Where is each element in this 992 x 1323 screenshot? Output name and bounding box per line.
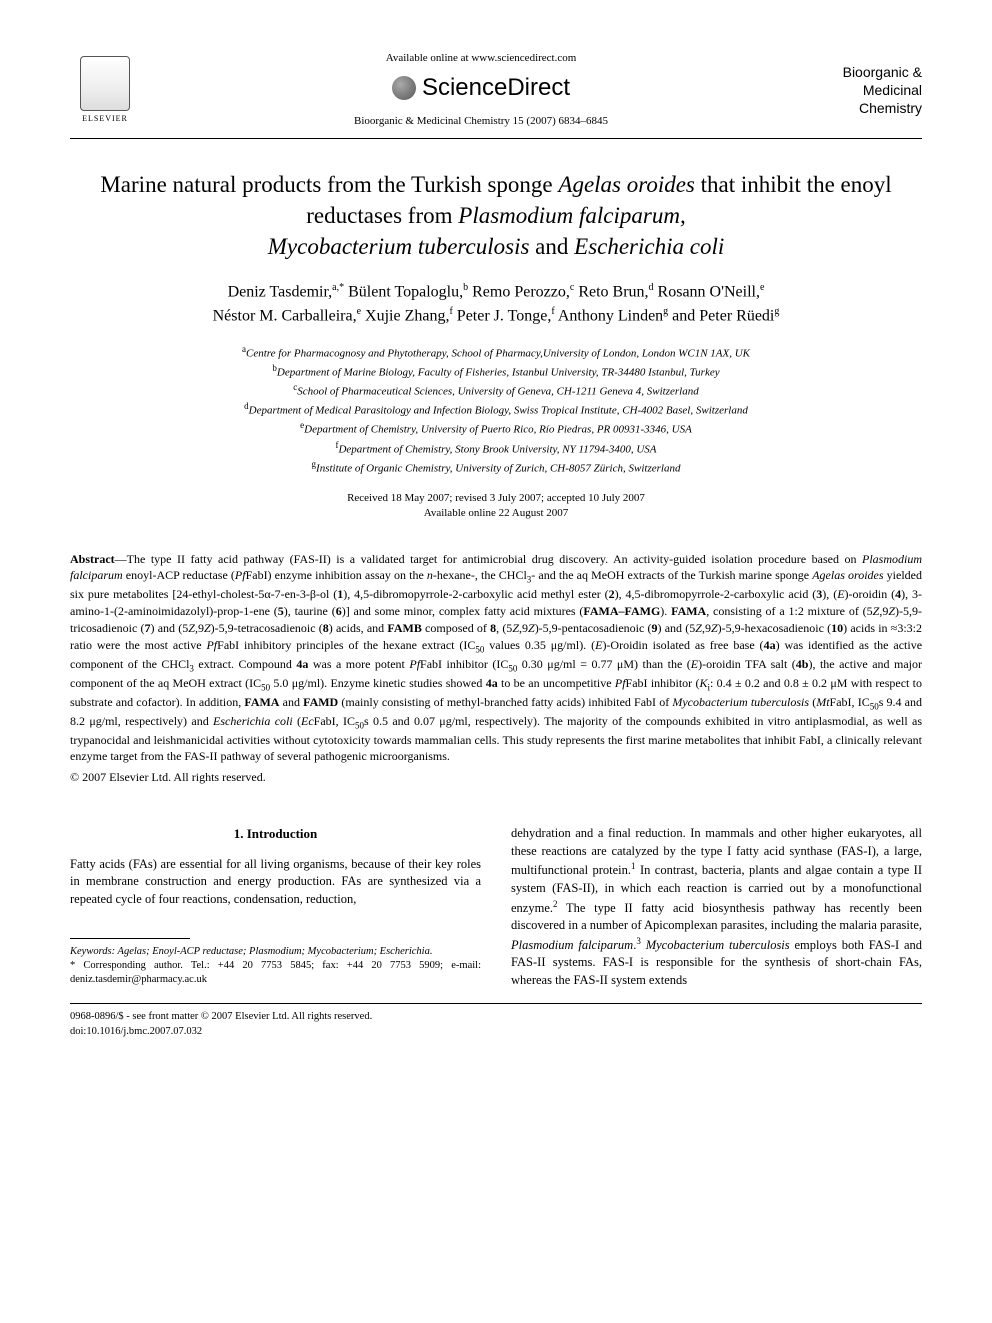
author-1: Deniz Tasdemir, [228, 283, 333, 300]
author-2: Bülent Topaloglu, [348, 283, 463, 300]
journal-name: Bioorganic & Medicinal Chemistry [822, 63, 922, 118]
author-3: Remo Perozzo, [472, 283, 570, 300]
author-8: Peter J. Tonge, [457, 308, 552, 325]
title-part1: Marine natural products from the Turkish… [100, 172, 558, 197]
author-5-aff: e [760, 282, 764, 293]
intro-para-right: dehydration and a final reduction. In ma… [511, 825, 922, 989]
footnote-divider [70, 938, 190, 939]
received-date: Received 18 May 2007; revised 3 July 200… [70, 491, 922, 506]
affiliation-e: Department of Chemistry, University of P… [304, 424, 692, 436]
author-6: Néstor M. Carballeira, [213, 308, 357, 325]
journal-name-line2: Medicinal [822, 81, 922, 99]
author-6-aff: e [357, 306, 361, 317]
footnotes: Keywords: Agelas; Enoyl-ACP reductase; P… [70, 945, 481, 988]
affiliation-b: Department of Marine Biology, Faculty of… [277, 367, 720, 379]
center-header: Available online at www.sciencedirect.co… [140, 51, 822, 129]
header-row: ELSEVIER Available online at www.science… [70, 50, 922, 130]
title-species4: Escherichia coli [574, 234, 724, 259]
author-1-aff: a,* [332, 282, 344, 293]
sciencedirect-text: ScienceDirect [422, 72, 570, 104]
available-online-text: Available online at www.sciencedirect.co… [140, 51, 822, 66]
corresponding-author: * Corresponding author. Tel.: +44 20 775… [70, 959, 481, 987]
title-species3: Mycobacterium tuberculosis [268, 234, 530, 259]
corr-label: * Corresponding author. [70, 960, 183, 971]
footer-divider [70, 1003, 922, 1004]
author-4: Reto Brun, [578, 283, 648, 300]
journal-name-line3: Chemistry [822, 99, 922, 117]
author-2-aff: b [463, 282, 468, 293]
author-9-aff: g [663, 306, 668, 317]
intro-para-left: Fatty acids (FAs) are essential for all … [70, 856, 481, 909]
affiliation-c: School of Pharmaceutical Sciences, Unive… [297, 386, 699, 398]
footer-doi: doi:10.1016/j.bmc.2007.07.032 [70, 1025, 372, 1039]
column-right: dehydration and a final reduction. In ma… [511, 825, 922, 989]
abstract: Abstract—The type II fatty acid pathway … [70, 551, 922, 766]
author-7-aff: f [449, 306, 452, 317]
intro-heading: 1. Introduction [70, 825, 481, 843]
author-3-aff: c [570, 282, 574, 293]
title-species1: Agelas oroides [558, 172, 695, 197]
abstract-body: —The type II fatty acid pathway (FAS-II)… [70, 552, 922, 764]
author-4-aff: d [649, 282, 654, 293]
journal-reference: Bioorganic & Medicinal Chemistry 15 (200… [140, 114, 822, 129]
title-part3: and [529, 234, 574, 259]
author-10: and Peter Rüedi [672, 308, 774, 325]
sciencedirect-icon [392, 76, 416, 100]
keywords-line: Keywords: Agelas; Enoyl-ACP reductase; P… [70, 945, 481, 959]
authors: Deniz Tasdemir,a,* Bülent Topaloglu,b Re… [70, 280, 922, 329]
abstract-label: Abstract [70, 552, 115, 566]
journal-name-line1: Bioorganic & [822, 63, 922, 81]
footer-copyright: 0968-0896/$ - see front matter © 2007 El… [70, 1010, 372, 1024]
affiliation-a: Centre for Pharmacognosy and Phytotherap… [246, 347, 750, 359]
keywords-text: Agelas; Enoyl-ACP reductase; Plasmodium;… [115, 946, 432, 957]
elsevier-logo: ELSEVIER [70, 50, 140, 130]
body-columns: 1. Introduction Fatty acids (FAs) are es… [70, 825, 922, 989]
title-species2: Plasmodium falciparum, [458, 203, 685, 228]
elsevier-tree-icon [80, 56, 130, 111]
sciencedirect-logo: ScienceDirect [140, 72, 822, 104]
header-divider [70, 138, 922, 139]
author-7: Xujie Zhang, [365, 308, 449, 325]
author-9: Anthony Linden [558, 308, 663, 325]
copyright: © 2007 Elsevier Ltd. All rights reserved… [70, 769, 922, 785]
footer-left: 0968-0896/$ - see front matter © 2007 El… [70, 1010, 372, 1038]
author-5: Rosann O'Neill, [658, 283, 760, 300]
keywords-label: Keywords: [70, 946, 115, 957]
affiliation-f: Department of Chemistry, Stony Brook Uni… [338, 443, 656, 455]
article-title: Marine natural products from the Turkish… [70, 169, 922, 262]
affiliation-g: Institute of Organic Chemistry, Universi… [316, 462, 680, 474]
article-dates: Received 18 May 2007; revised 3 July 200… [70, 491, 922, 521]
online-date: Available online 22 August 2007 [70, 506, 922, 521]
author-8-aff: f [551, 306, 554, 317]
author-10-aff: g [774, 306, 779, 317]
affiliation-d: Department of Medical Parasitology and I… [249, 405, 748, 417]
column-left: 1. Introduction Fatty acids (FAs) are es… [70, 825, 481, 989]
footer: 0968-0896/$ - see front matter © 2007 El… [70, 1010, 922, 1038]
affiliations: aCentre for Pharmacognosy and Phytothera… [70, 343, 922, 477]
elsevier-text: ELSEVIER [82, 114, 128, 125]
